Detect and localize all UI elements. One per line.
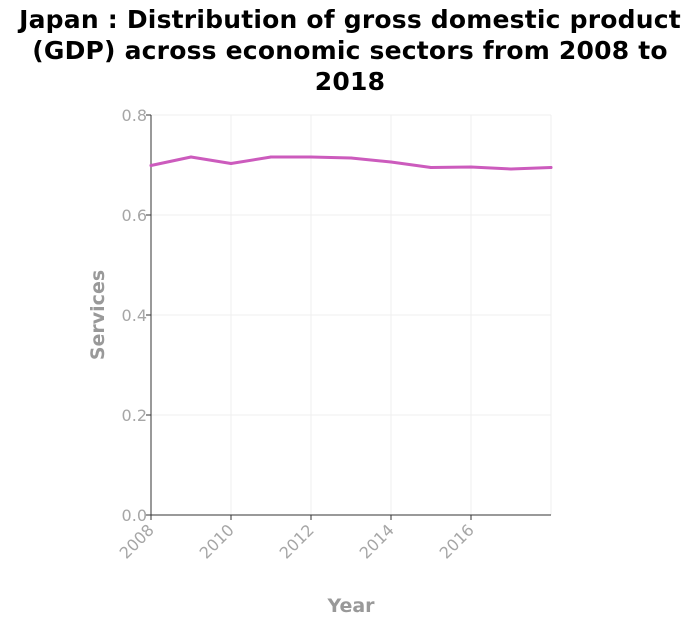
x-tick-label: 2012 bbox=[276, 520, 318, 562]
data-point bbox=[469, 165, 473, 169]
data-point bbox=[189, 155, 193, 159]
x-tick-label: 2008 bbox=[116, 520, 158, 562]
chart-title: Japan : Distribution of gross domestic p… bbox=[0, 4, 700, 97]
y-tick-label: 0.4 bbox=[122, 306, 147, 325]
y-tick-label: 0.8 bbox=[122, 106, 147, 125]
data-point bbox=[549, 166, 553, 169]
y-tick-label: 0.0 bbox=[122, 506, 147, 525]
y-tick-label: 0.6 bbox=[122, 206, 147, 225]
data-point bbox=[149, 164, 153, 167]
data-point bbox=[509, 167, 513, 171]
data-point bbox=[389, 160, 393, 164]
chart-title-line-3: 2018 bbox=[314, 67, 386, 96]
data-point bbox=[349, 156, 353, 160]
x-tick-label: 2016 bbox=[436, 520, 478, 562]
chart-title-line-1: Japan : Distribution of gross domestic p… bbox=[19, 5, 681, 34]
data-point bbox=[309, 155, 313, 159]
y-tick-label: 0.2 bbox=[122, 406, 147, 425]
x-tick-label: 2014 bbox=[356, 520, 398, 562]
series-layer bbox=[149, 155, 553, 171]
data-point bbox=[429, 166, 433, 169]
data-point bbox=[229, 162, 233, 165]
data-point bbox=[269, 155, 273, 159]
tick-labels: 0.0 0.2 0.4 0.6 0.8 2008 2010 2012 2014 2016 bbox=[116, 106, 478, 563]
grid bbox=[150, 114, 552, 516]
y-axis-title: Services bbox=[87, 270, 109, 360]
chart-title-line-2: (GDP) across economic sectors from 2008 … bbox=[32, 36, 668, 65]
axes bbox=[146, 114, 551, 520]
x-tick-label: 2010 bbox=[196, 520, 238, 562]
x-axis-title: Year bbox=[326, 595, 375, 617]
